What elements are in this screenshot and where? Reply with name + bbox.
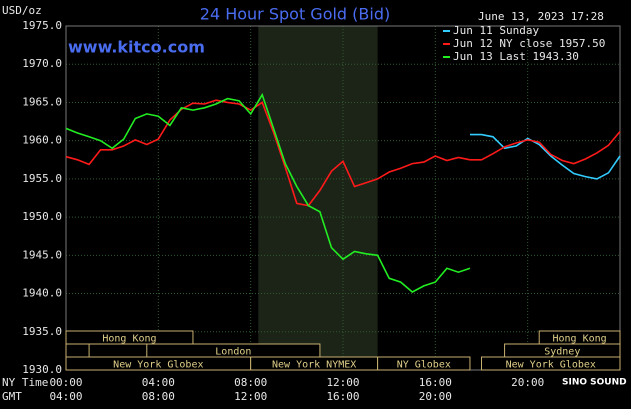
source-label: www.kitco.com: [68, 38, 205, 57]
session-box: [481, 356, 621, 371]
price-line: [470, 133, 621, 180]
x-tick-label: 00:00: [49, 376, 82, 389]
x-tick-label: 16:00: [419, 376, 452, 389]
y-tick-label: 1930.0: [22, 363, 62, 376]
x-tick-label: 08:00: [234, 376, 267, 389]
x-tick-label: 04:00: [142, 376, 175, 389]
y-tick-label: 1945.0: [22, 248, 62, 261]
y-tick-label: 1965.0: [22, 95, 62, 108]
watermark: SINO SOUND: [562, 378, 627, 388]
price-line: [65, 92, 471, 293]
y-tick-label: 1955.0: [22, 172, 62, 185]
session-box: [65, 343, 90, 358]
chart-title: 24 Hour Spot Gold (Bid): [200, 5, 390, 24]
x-tick-label: 12:00: [326, 376, 359, 389]
x-tick-label-gmt: 12:00: [234, 390, 267, 403]
session-label: Hong Kong: [102, 334, 156, 345]
y-tick-label: 1940.0: [22, 287, 62, 300]
legend-label: Jun 11 Sunday: [453, 24, 539, 37]
x-axis-label: NY Time: [2, 376, 48, 389]
session-label: New York Globex: [113, 360, 203, 371]
y-tick-label: 1970.0: [22, 57, 62, 70]
y-tick-label: 1975.0: [22, 19, 62, 32]
timestamp: June 13, 2023 17:28: [478, 10, 604, 23]
y-tick-label: 1935.0: [22, 325, 62, 338]
x-tick-label-gmt: 04:00: [49, 390, 82, 403]
session-box: [65, 330, 194, 345]
session-label: London: [215, 347, 251, 358]
legend-label: Jun 12 NY close 1957.50: [453, 37, 605, 50]
x-tick-label-gmt: 16:00: [326, 390, 359, 403]
x-tick-label-gmt: 20:00: [419, 390, 452, 403]
legend-label: Jun 13 Last 1943.30: [453, 50, 579, 63]
session-box: [377, 356, 471, 371]
shaded-range: [258, 26, 378, 370]
session-label: NY Globex: [397, 360, 451, 371]
session-label: Sydney: [544, 347, 580, 358]
session-label: Hong Kong: [553, 334, 607, 345]
price-line: [65, 99, 621, 207]
session-label: New York Globex: [506, 360, 596, 371]
y-tick-label: 1950.0: [22, 210, 62, 223]
unit-label: USD/oz: [2, 4, 42, 17]
y-tick-label: 1960.0: [22, 134, 62, 147]
x-tick-label-gmt: 08:00: [142, 390, 175, 403]
x-tick-label: 20:00: [511, 376, 544, 389]
x-axis-label: GMT: [2, 390, 22, 403]
session-label: New York NYMEX: [272, 360, 356, 371]
